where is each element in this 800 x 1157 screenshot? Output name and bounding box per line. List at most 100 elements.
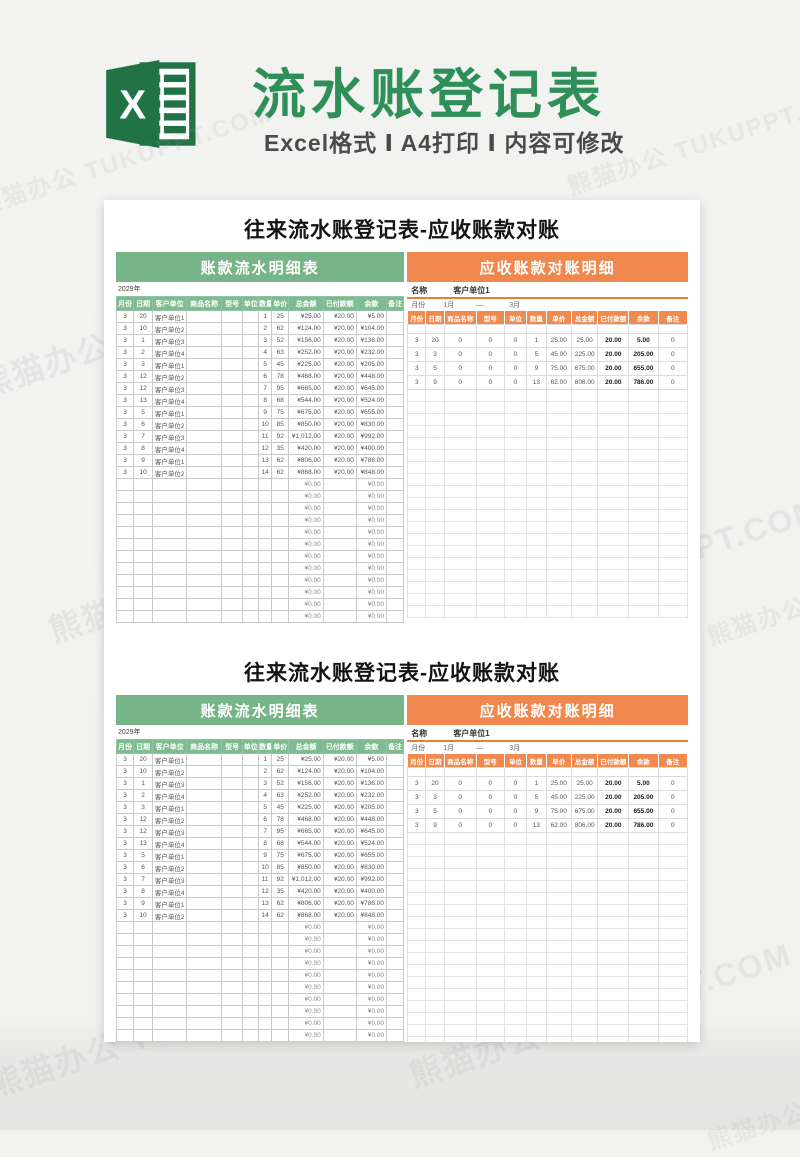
cell: 806.00 xyxy=(570,818,599,833)
month-range-part: 1月 xyxy=(443,302,455,309)
reconciliation-empty-row xyxy=(407,1012,689,1025)
cell xyxy=(385,586,405,599)
cell: 92 xyxy=(271,873,290,886)
cell xyxy=(258,514,273,527)
cell xyxy=(503,940,528,953)
cell xyxy=(597,916,630,929)
cell xyxy=(545,485,572,498)
cell xyxy=(271,478,290,491)
reconciliation-row: 3 9 0 0 0 13 62.00 806.00 20.00 786.00 0 xyxy=(407,818,689,833)
cell xyxy=(628,533,659,546)
cell: 25 xyxy=(271,753,290,766)
cell xyxy=(133,586,153,599)
cell xyxy=(186,562,222,575)
cell: ¥20.00 xyxy=(322,454,357,467)
cell: 0 xyxy=(657,375,689,390)
cell: 12 xyxy=(133,813,153,826)
cell xyxy=(545,916,572,929)
cell xyxy=(597,1000,630,1013)
cell xyxy=(151,610,188,623)
cell xyxy=(186,538,222,551)
name-label: 名称 xyxy=(411,729,428,738)
cell xyxy=(570,1036,599,1042)
cell: 52 xyxy=(271,334,290,347)
cell xyxy=(545,880,572,893)
cell: 12 xyxy=(258,885,273,898)
cell: 0 xyxy=(503,375,528,390)
cell xyxy=(503,1036,528,1042)
cell: 3 xyxy=(407,776,427,791)
cell xyxy=(657,916,689,929)
cell: 62.00 xyxy=(545,818,572,833)
reconciliation-empty-row xyxy=(407,928,689,941)
cell xyxy=(475,928,505,941)
cell xyxy=(151,933,188,946)
cell: 客户单位3 xyxy=(151,873,188,886)
cell xyxy=(258,574,273,587)
cell xyxy=(475,1024,505,1037)
cell xyxy=(385,502,405,515)
cell xyxy=(475,497,505,510)
cell xyxy=(443,868,477,881)
cell xyxy=(526,892,547,905)
cell xyxy=(526,605,547,618)
cell xyxy=(657,1024,689,1037)
cell xyxy=(443,856,477,869)
cell xyxy=(628,324,659,334)
ledger-row: 3 9 客户单位1 13 62 ¥806.00 ¥20.00 ¥786.00 xyxy=(115,897,405,910)
cell xyxy=(526,1012,547,1025)
cell xyxy=(407,324,427,334)
cell xyxy=(503,844,528,857)
cell: ¥544.00 xyxy=(288,394,324,407)
cell xyxy=(597,557,630,570)
cell xyxy=(526,533,547,546)
reconciliation-panel: 名称 客户单位1 月份 1月 —3月 月份 日期 商品名称 型号 单位 数量 单价 总金额 已付款额 余款备… xyxy=(407,727,689,1042)
cell: ¥868.00 xyxy=(288,909,324,922)
cell xyxy=(271,933,290,946)
cell xyxy=(407,988,427,1001)
cell xyxy=(271,981,290,994)
cell: 45 xyxy=(271,358,290,371)
cell: ¥0.00 xyxy=(288,502,324,515)
cell xyxy=(628,437,659,450)
cell: 8 xyxy=(258,394,273,407)
column-header: 型号 xyxy=(220,296,244,311)
cell xyxy=(628,401,659,414)
cell xyxy=(443,904,477,917)
cell xyxy=(242,861,260,874)
cell xyxy=(657,449,689,462)
cell: 675.00 xyxy=(570,361,599,376)
cell: ¥0.00 xyxy=(355,490,387,503)
cell: ¥20.00 xyxy=(322,370,357,383)
reconciliation-row: 3 3 0 0 0 5 45.00 225.00 20.00 205.00 0 xyxy=(407,790,689,805)
cell: 10 xyxy=(133,909,153,922)
cell xyxy=(657,940,689,953)
column-header: 单位 xyxy=(242,739,260,754)
cell xyxy=(258,933,273,946)
cell xyxy=(657,593,689,606)
cell xyxy=(151,945,188,958)
cell xyxy=(475,892,505,905)
cell xyxy=(151,921,188,934)
cell xyxy=(133,945,153,958)
cell xyxy=(503,425,528,438)
cell xyxy=(151,1041,188,1042)
cell xyxy=(133,502,153,515)
cell: 1 xyxy=(133,777,153,790)
month-range-row: 月份 1月 — 3月 xyxy=(407,299,688,311)
month-range-part: 月份 xyxy=(411,745,426,752)
cell xyxy=(475,916,505,929)
cell: 1 xyxy=(526,776,547,791)
cell xyxy=(385,813,405,826)
ledger-empty-row: ¥0.00 ¥0.00 xyxy=(115,969,405,982)
cell xyxy=(186,358,222,371)
cell xyxy=(186,921,222,934)
cell xyxy=(628,521,659,534)
cell xyxy=(443,964,477,977)
cell: 62 xyxy=(271,765,290,778)
cell xyxy=(385,933,405,946)
cell xyxy=(628,509,659,522)
ledger-empty-row: ¥0.00 ¥0.00 xyxy=(115,921,405,934)
cell xyxy=(526,940,547,953)
cell: ¥225.00 xyxy=(288,358,324,371)
